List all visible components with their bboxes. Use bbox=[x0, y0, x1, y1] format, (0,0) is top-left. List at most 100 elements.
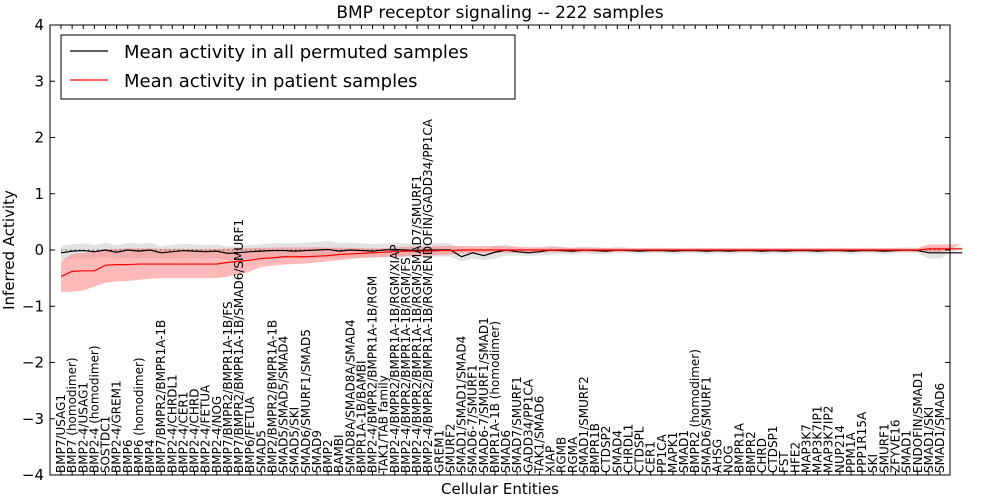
x-category-label: MAP3K7IP2 bbox=[822, 406, 836, 473]
x-category-label: BMP7/BMPR2/BMPR1A-1B/FS bbox=[221, 301, 235, 473]
x-category-label: BMP2/BMPR2/BMPR1A-1B bbox=[265, 320, 279, 473]
x-category-label: CER1 bbox=[644, 441, 658, 473]
x-category-label: NUP214 bbox=[833, 425, 847, 473]
line-patient-mean bbox=[60, 248, 963, 277]
x-category-label: CHRDL1 bbox=[621, 424, 635, 473]
x-category-label: SMAD6-7/SMURF1/SMAD1 bbox=[477, 317, 491, 473]
x-category-label: SMAD1/SMAD1/SMAD4 bbox=[455, 336, 469, 473]
x-category-label: BMP7/BMPR2/BMPR1A-1B/SMAD6/SMURF1 bbox=[232, 219, 246, 473]
legend-box bbox=[60, 34, 516, 100]
x-category-label: BMP2-4/BMPR2/BMPR1A-1B/RGM/XIAP bbox=[388, 244, 402, 473]
x-category-label: SMAD9 bbox=[310, 430, 324, 473]
x-category-label: SMAD4 bbox=[610, 430, 624, 473]
y-tick-label: 1 bbox=[34, 185, 44, 203]
x-category-label: SMURF1 bbox=[877, 423, 891, 473]
y-tick-label: 2 bbox=[34, 129, 44, 147]
x-category-label: BMP2-4/BMPR2/BMPR1A-1B/RGM/ENDOFIN/GADD3… bbox=[421, 118, 435, 473]
x-category-label: SKI bbox=[866, 454, 880, 473]
x-category-label: MAPK1 bbox=[666, 432, 680, 473]
x-category-label: ZFYVE16 bbox=[888, 419, 902, 473]
x-category-label: SOSTDC1 bbox=[99, 416, 113, 473]
x-category-label: BMPR1A bbox=[733, 422, 747, 473]
x-category-label: MAP3K7 bbox=[799, 424, 813, 473]
x-category-label: CTDSP1 bbox=[766, 426, 780, 473]
x-category-label: BMPR1A-1B/BAMBI bbox=[354, 360, 368, 473]
x-category-label: BMP2-4/CHRD bbox=[188, 389, 202, 473]
legend-label-permuted: Mean activity in all permuted samples bbox=[124, 42, 468, 63]
y-tick-label: −3 bbox=[22, 410, 44, 428]
x-category-label: GADD34/PP1CA bbox=[521, 378, 535, 473]
line-permuted-mean bbox=[60, 248, 963, 258]
x-category-label: BMPR1A-1B (homodimer) bbox=[488, 321, 502, 473]
x-category-label: SMAD5/SMAD5/SMAD4 bbox=[277, 336, 291, 473]
x-category-label: TAK1/TAB family bbox=[377, 375, 391, 474]
x-category-label: GREM1 bbox=[432, 430, 446, 473]
confidence-bands bbox=[61, 241, 963, 293]
series-lines bbox=[60, 248, 963, 277]
x-category-label: CTDSP2 bbox=[599, 426, 613, 473]
x-category-label: BMP4 bbox=[143, 440, 157, 473]
x-category-label: BMPR2 bbox=[744, 431, 758, 473]
x-category-label: BMP2-4/USAG1 bbox=[76, 382, 90, 473]
x-category-label: BMP2-4/BMPR2/BMPR1A-1B/RGM/FS bbox=[399, 257, 413, 473]
x-category-label: BMP2-4 (homodimer) bbox=[87, 345, 101, 473]
x-category-label: ENDOFIN/SMAD1 bbox=[911, 371, 925, 473]
x-category-label: SMAD6/SMURF1 bbox=[699, 376, 713, 473]
x-category-label: SMAD1/SMURF2 bbox=[577, 376, 591, 473]
x-category-label: NOG bbox=[722, 445, 736, 473]
y-axis: −4 −3 −2 −1 0 1 2 3 4 bbox=[22, 16, 950, 484]
x-category-label: BMP6 (homodimer) bbox=[132, 357, 146, 473]
x-category-label: BMPR1B bbox=[588, 423, 602, 473]
x-category-label: BMP2-4/CER1 bbox=[176, 392, 190, 473]
x-category-label: RGMB bbox=[555, 437, 569, 473]
y-tick-label: −2 bbox=[22, 354, 44, 372]
x-category-label: SMAD6-7/SMURF1 bbox=[466, 364, 480, 473]
x-category-label: BAMBI bbox=[332, 434, 346, 473]
x-category-label: MAP3K7IP1 bbox=[811, 406, 825, 473]
x-category-label: FST bbox=[777, 451, 791, 473]
x-category-label: SMAD5/SKI bbox=[288, 407, 302, 473]
x-category-label: TAK1/SMAD6 bbox=[532, 396, 546, 474]
y-axis-label: Inferred Activity bbox=[0, 190, 18, 310]
x-category-label: BMP6/FETUA bbox=[243, 396, 257, 473]
x-category-label: SMAD6/SMURF1/SMAD5 bbox=[299, 329, 313, 473]
y-tick-label: 4 bbox=[34, 16, 44, 34]
x-category-label: XIAP bbox=[544, 446, 558, 473]
chart-title: BMP receptor signaling -- 222 samples bbox=[336, 3, 663, 23]
x-category-label: BMP7/BMPR2/BMPR1A-1B bbox=[154, 320, 168, 473]
x-category-label: SMAD7/SMURF1 bbox=[510, 376, 524, 473]
y-tick-label: −1 bbox=[22, 297, 44, 315]
x-category-label: BMP2 bbox=[321, 440, 335, 473]
x-category-label: SMAD1/SKI bbox=[922, 407, 936, 473]
x-category-label: SMAD1 bbox=[900, 430, 914, 473]
x-category-label: AHSG bbox=[710, 439, 724, 473]
x-category-label: CHRD bbox=[755, 438, 769, 473]
x-category-label: SMAD6 bbox=[499, 430, 513, 473]
x-category-label: SMAD5 bbox=[254, 430, 268, 473]
x-category-label: CTDSPL bbox=[633, 426, 647, 473]
x-category-label: BMPR2 (homodimer) bbox=[688, 349, 702, 473]
x-category-label: HFE2 bbox=[788, 442, 802, 473]
x-category-label: RGMA bbox=[566, 436, 580, 473]
x-category-label: SMAD1/SMAD6 bbox=[933, 383, 947, 473]
x-category-label: PPP1R15A bbox=[855, 411, 869, 473]
x-category-label: BMP7 (homodimer) bbox=[65, 357, 79, 473]
x-category-label: BMP2-4/CHRDL1 bbox=[165, 374, 179, 473]
y-tick-label: 3 bbox=[34, 72, 44, 90]
y-tick-label: 0 bbox=[34, 241, 44, 259]
x-category-label: BMP2-4/BMPR2/BMPR1A-1B/RGM bbox=[366, 276, 380, 473]
x-category-label: BMP2-4/GREM1 bbox=[110, 380, 124, 473]
x-category-label: SMURF2 bbox=[443, 423, 457, 473]
x-category-label: BMP2-4/BMPR2/BMPR1A-1B/RGM/SMAD7/SMURF1 bbox=[410, 175, 424, 473]
y-tick-label: −4 bbox=[22, 466, 44, 484]
x-category-label: PP1CA bbox=[655, 434, 669, 473]
x-category-label: SMAD1 bbox=[677, 430, 691, 473]
x-category-label: BMP2-4/NOG bbox=[210, 396, 224, 473]
x-category-label: BMP7/USAG1 bbox=[54, 394, 68, 473]
x-category-label: PPM1A bbox=[844, 432, 858, 473]
legend-label-patient: Mean activity in patient samples bbox=[124, 71, 418, 92]
x-category-label: BMP2-4/FETUA bbox=[199, 384, 213, 473]
x-category-label: BMP6 bbox=[121, 440, 135, 473]
